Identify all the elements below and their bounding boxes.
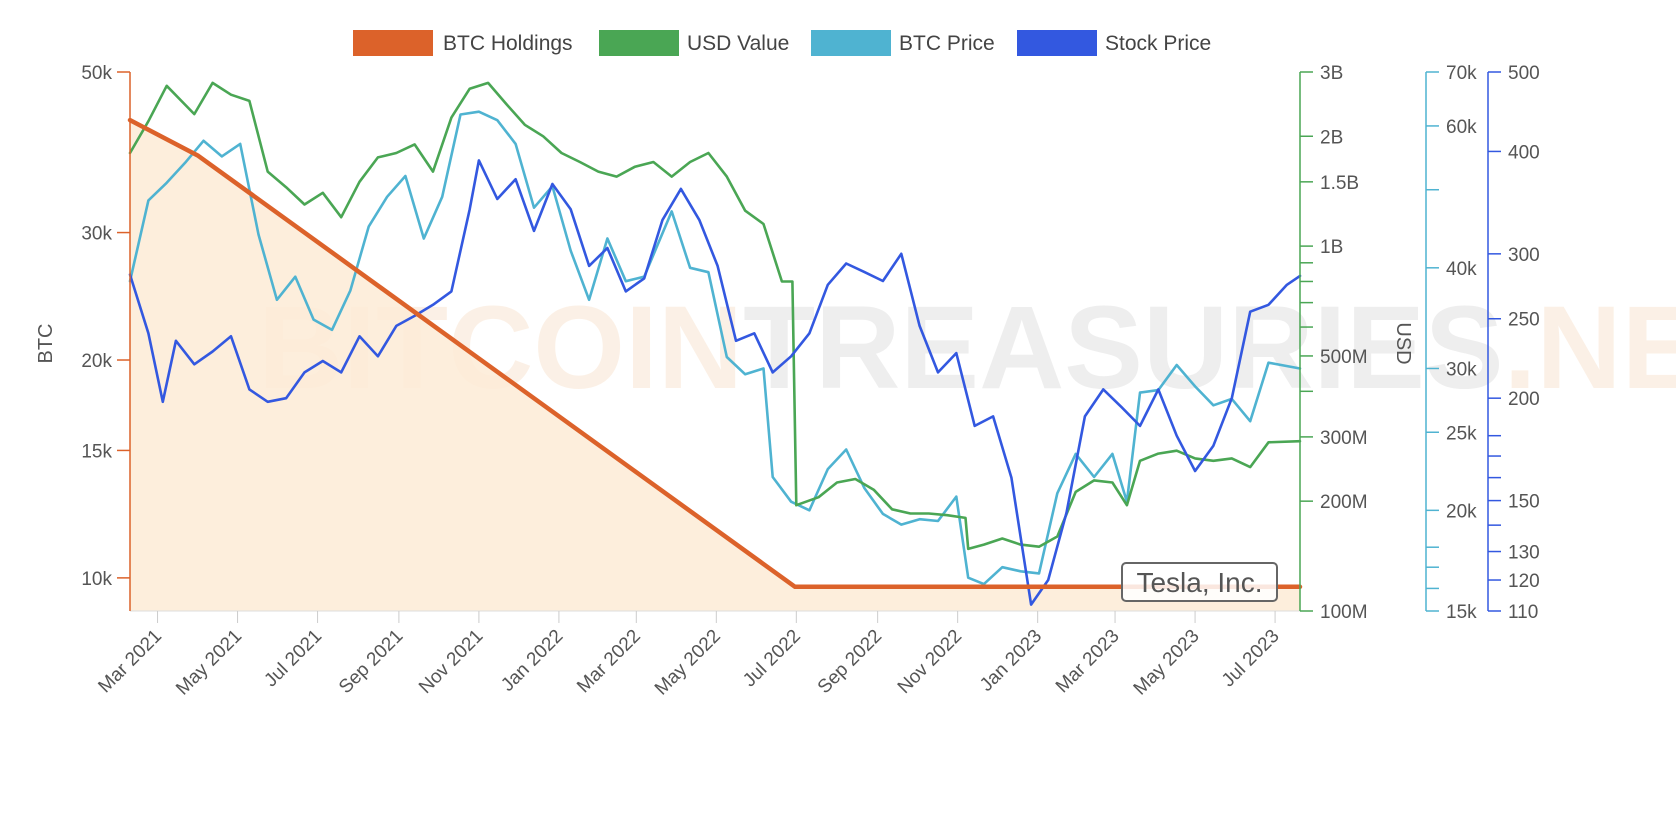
legend-swatch — [599, 30, 679, 56]
company-badge: Tesla, Inc. — [1121, 562, 1278, 602]
legend-swatch — [811, 30, 891, 56]
company-badge-box — [1121, 562, 1278, 602]
btc-axis-title: BTC — [35, 324, 57, 364]
x-tick-label: Mar 2021 — [94, 626, 166, 698]
watermark-part: .NET — [1504, 282, 1676, 414]
x-tick-label: May 2023 — [1130, 626, 1204, 700]
usd-axis-title: USD — [1392, 322, 1414, 364]
usd-tick-label: 2B — [1320, 127, 1343, 148]
btc-tick-label: 30k — [81, 224, 112, 245]
x-tick-label: Nov 2021 — [415, 626, 487, 698]
area-layer — [130, 120, 1300, 611]
legend-label: Stock Price — [1105, 32, 1211, 55]
x-tick-label: Jan 2023 — [976, 626, 1046, 696]
watermark-part: TREASURIES — [743, 282, 1504, 414]
price-tick-label: 15k — [1446, 602, 1477, 623]
stock-price-line — [128, 159, 1302, 606]
x-tick-label: Sep 2021 — [335, 626, 407, 698]
x-tick-label: Mar 2022 — [573, 626, 645, 698]
btc-tick-label: 10k — [81, 569, 112, 590]
btc-tick-label: 50k — [81, 63, 112, 84]
watermark-text: BITCOINTREASURIES.NET — [258, 282, 1676, 414]
legend-item-btc-holdings[interactable]: BTC Holdings — [353, 30, 573, 56]
lines-layer — [127, 81, 1303, 606]
usd-tick-label: 200M — [1320, 492, 1368, 513]
stock-tick-label: 400 — [1508, 142, 1540, 163]
usd-tick-label: 1.5B — [1320, 173, 1359, 194]
legend-item-btc-price[interactable]: BTC Price — [811, 30, 995, 56]
legend-label: BTC Price — [899, 32, 995, 55]
btc-price-line — [128, 110, 1302, 586]
x-tick-label: May 2021 — [172, 626, 246, 700]
btc-holdings-area — [130, 120, 1300, 611]
x-tick-label: Jul 2021 — [260, 626, 326, 692]
stock-tick-label: 150 — [1508, 492, 1540, 513]
price-tick-label: 60k — [1446, 117, 1477, 138]
stock-tick-label: 300 — [1508, 245, 1540, 266]
price-tick-label: 25k — [1446, 423, 1477, 444]
usd-value-line — [128, 81, 1302, 551]
btc-tick-label: 15k — [81, 441, 112, 462]
usd-tick-label: 300M — [1320, 428, 1368, 449]
x-tick-label: Sep 2022 — [814, 626, 886, 698]
btc-holdings-line — [127, 117, 1303, 590]
price-tick-label: 70k — [1446, 63, 1477, 84]
legend-swatch — [353, 30, 433, 56]
stock-tick-label: 120 — [1508, 571, 1540, 592]
x-tick-label: Mar 2023 — [1052, 626, 1124, 698]
legend-label: BTC Holdings — [443, 32, 573, 55]
x-tick-label: Jul 2023 — [1218, 626, 1284, 692]
x-tick-label: Jan 2022 — [497, 626, 567, 696]
x-tick-label: May 2022 — [651, 626, 725, 700]
usd-tick-label: 500M — [1320, 347, 1368, 368]
x-tick-label: Jul 2022 — [739, 626, 805, 692]
x-tick-label: Nov 2022 — [894, 626, 966, 698]
price-tick-label: 40k — [1446, 259, 1477, 280]
stock-tick-label: 110 — [1508, 602, 1538, 623]
usd-tick-label: 1B — [1320, 237, 1343, 258]
price-tick-label: 30k — [1446, 359, 1477, 380]
legend-label: USD Value — [687, 32, 789, 55]
legend-item-usd-value[interactable]: USD Value — [599, 30, 789, 56]
stock-tick-label: 500 — [1508, 63, 1540, 84]
stock-tick-label: 250 — [1508, 310, 1540, 331]
legend-item-stock-price[interactable]: Stock Price — [1017, 30, 1211, 56]
stock-tick-label: 200 — [1508, 389, 1540, 410]
watermark: BITCOINTREASURIES.NET — [258, 282, 1676, 414]
usd-tick-label: 3B — [1320, 63, 1343, 84]
company-name: Tesla, Inc. — [1136, 567, 1262, 598]
legend-swatch — [1017, 30, 1097, 56]
stock-tick-label: 130 — [1508, 543, 1540, 564]
usd-tick-label: 100M — [1320, 602, 1368, 623]
btc-tick-label: 20k — [81, 351, 112, 372]
legend: BTC Holdings USD Value BTC Price Stock Pric… — [353, 30, 1211, 56]
price-tick-label: 20k — [1446, 501, 1477, 522]
